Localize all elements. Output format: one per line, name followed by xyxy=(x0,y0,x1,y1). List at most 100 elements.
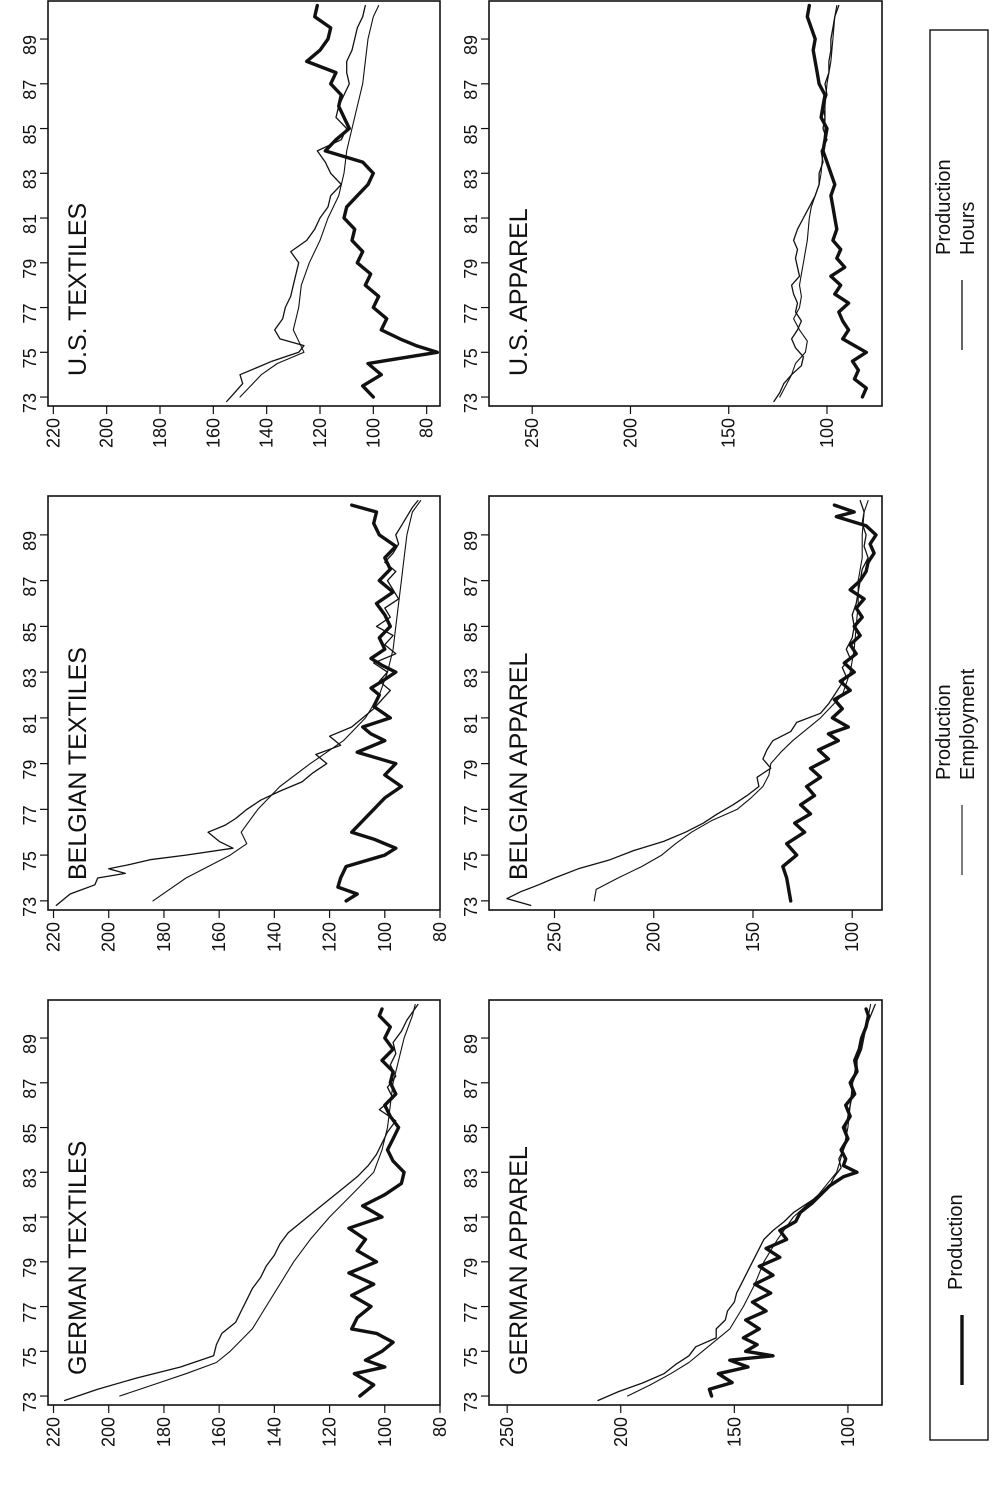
value-tick-label: 120 xyxy=(310,418,330,448)
year-tick-label: 73 xyxy=(461,897,481,917)
year-tick-label: 85 xyxy=(461,1124,481,1144)
plot-frame xyxy=(47,0,441,407)
chart-panels: 8010012014016018020022073757779818385878… xyxy=(20,0,883,1447)
series-hours xyxy=(597,1003,876,1402)
plot-frame xyxy=(488,495,883,911)
year-tick-label: 81 xyxy=(20,214,40,234)
value-tick-label: 100 xyxy=(842,922,862,952)
plot-frame xyxy=(488,999,883,1406)
panel-belgian-apparel: 100 150 200 250 73 75 77 79 81 83 85 87 89 BELGIAN AP… xyxy=(461,495,883,952)
series-hours xyxy=(55,499,419,907)
year-tick-label: 85 xyxy=(461,125,481,145)
series-hours xyxy=(63,1003,419,1402)
value-tick-label: 180 xyxy=(150,418,170,448)
panel-title: U.S. APPAREL xyxy=(505,208,533,376)
value-tick-label: 250 xyxy=(522,418,542,448)
series-employment xyxy=(152,500,422,902)
series-hours xyxy=(226,4,366,403)
year-tick-label: 77 xyxy=(461,1303,481,1323)
year-tick-label: 81 xyxy=(20,714,40,734)
series-production xyxy=(336,503,404,903)
value-tick-label: 200 xyxy=(611,1417,631,1447)
year-tick-label: 89 xyxy=(461,35,481,55)
series-hours xyxy=(506,499,869,907)
panel-title: GERMAN TEXTILES xyxy=(64,1141,92,1375)
panel-title: U.S. TEXTILES xyxy=(64,203,92,376)
year-tick-label: 75 xyxy=(461,851,481,871)
plot-frame xyxy=(488,0,883,407)
value-tick-label: 180 xyxy=(154,1417,174,1447)
value-tick-label: 80 xyxy=(430,1417,450,1437)
year-tick-label: 81 xyxy=(461,714,481,734)
year-tick-label: 75 xyxy=(20,348,40,368)
year-tick-label: 73 xyxy=(20,897,40,917)
panel-german-apparel: 100 150 200 250 73 75 77 79 81 83 85 87 89 GERMAN APP… xyxy=(461,999,883,1447)
legend-label-hours: Production xyxy=(933,159,955,255)
value-tick-label: 140 xyxy=(257,418,277,448)
value-tick-label: 100 xyxy=(838,1417,858,1447)
year-tick-label: 75 xyxy=(461,348,481,368)
year-tick-label: 79 xyxy=(461,259,481,279)
value-tick-label: 100 xyxy=(375,1417,395,1447)
year-tick-label: 73 xyxy=(20,393,40,413)
value-tick-label: 100 xyxy=(363,418,383,448)
value-tick-label: 150 xyxy=(743,922,763,952)
legend-label-employment: Employment xyxy=(957,668,979,780)
year-tick-label: 89 xyxy=(20,531,40,551)
value-tick-label: 200 xyxy=(99,1417,119,1447)
year-tick-label: 77 xyxy=(20,805,40,825)
year-tick-label: 87 xyxy=(20,1079,40,1099)
year-tick-label: 75 xyxy=(461,1347,481,1367)
year-tick-label: 73 xyxy=(20,1392,40,1412)
year-tick-label: 89 xyxy=(20,1034,40,1054)
year-tick-label: 83 xyxy=(20,1168,40,1188)
legend-box xyxy=(929,29,989,1441)
year-tick-label: 77 xyxy=(461,304,481,324)
value-tick-label: 150 xyxy=(719,418,739,448)
panel-title: BELGIAN TEXTILES xyxy=(64,647,92,880)
year-tick-label: 89 xyxy=(461,531,481,551)
year-tick-label: 73 xyxy=(461,393,481,413)
value-tick-label: 140 xyxy=(264,922,284,952)
value-tick-label: 160 xyxy=(209,922,229,952)
year-tick-label: 77 xyxy=(461,805,481,825)
value-tick-label: 160 xyxy=(203,418,223,448)
value-tick-label: 200 xyxy=(644,922,664,952)
plot-frame xyxy=(47,495,441,911)
year-tick-label: 77 xyxy=(20,1303,40,1323)
year-tick-label: 75 xyxy=(20,851,40,871)
legend-label-hours: Hours xyxy=(957,202,979,255)
value-tick-label: 150 xyxy=(724,1417,744,1447)
year-tick-label: 81 xyxy=(461,1213,481,1233)
series-employment xyxy=(239,4,380,398)
series-employment xyxy=(593,500,869,902)
value-tick-label: 220 xyxy=(44,1417,64,1447)
value-tick-label: 200 xyxy=(99,922,119,952)
year-tick-label: 73 xyxy=(461,1392,481,1412)
value-tick-label: 80 xyxy=(430,922,450,942)
year-tick-label: 85 xyxy=(461,622,481,642)
panel-u-s-apparel: 100 150 200 250 73 75 77 79 81 83 85 87 89 U.S. APPAR… xyxy=(461,0,883,448)
panel-title: BELGIAN APPAREL xyxy=(505,652,533,880)
year-tick-label: 83 xyxy=(461,668,481,688)
year-tick-label: 83 xyxy=(461,169,481,189)
value-tick-label: 180 xyxy=(154,922,174,952)
year-tick-label: 83 xyxy=(20,668,40,688)
value-tick-label: 100 xyxy=(375,922,395,952)
value-tick-label: 120 xyxy=(320,922,340,952)
year-tick-label: 79 xyxy=(461,1258,481,1278)
year-tick-label: 87 xyxy=(20,80,40,100)
year-tick-label: 75 xyxy=(20,1347,40,1367)
year-tick-label: 85 xyxy=(20,622,40,642)
year-tick-label: 85 xyxy=(20,125,40,145)
plot-frame xyxy=(47,999,441,1406)
year-tick-label: 79 xyxy=(20,760,40,780)
series-hours xyxy=(773,4,840,403)
year-tick-label: 79 xyxy=(20,259,40,279)
value-tick-label: 160 xyxy=(209,1417,229,1447)
